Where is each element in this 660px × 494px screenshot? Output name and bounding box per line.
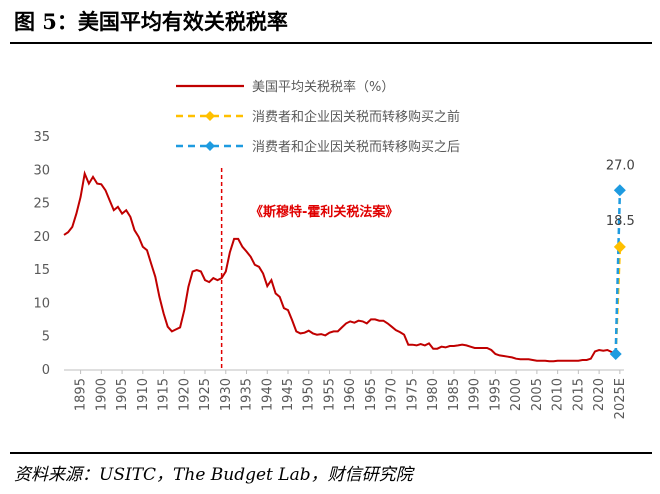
tariff-line-chart: 0 5 10 15 20 25 30 35 1895 1900 1905 1910 1915 1920 19… <box>33 79 635 419</box>
source-rule <box>10 452 652 454</box>
x-tick-label: 2025E <box>613 378 628 419</box>
value-label-before: 18.5 <box>606 214 635 229</box>
series-line-0 <box>63 170 617 363</box>
legend-label-1: 消费者和企业因关税而转移购买之前 <box>252 109 460 125</box>
x-tick-label: 1975 <box>405 378 420 411</box>
x-tick-label: 2010 <box>551 378 566 411</box>
x-tick-label: 1925 <box>198 378 213 411</box>
y-tick-label: 35 <box>33 130 50 145</box>
y-tick-label: 15 <box>33 263 50 278</box>
x-tick-label: 1950 <box>302 378 317 411</box>
x-tick-label: 1900 <box>94 378 109 411</box>
x-tick-label: 1920 <box>177 378 192 411</box>
x-tick-label: 1910 <box>136 378 151 411</box>
y-tick-label: 30 <box>33 163 50 178</box>
y-tick-label: 10 <box>33 296 50 311</box>
x-tick-label: 2005 <box>530 378 545 411</box>
x-tick-label: 1970 <box>385 378 400 411</box>
legend-marker-1 <box>205 111 215 121</box>
x-tick-label: 1955 <box>322 378 337 411</box>
x-tick-label: 1935 <box>240 378 255 411</box>
x-tick-label: 2000 <box>509 378 524 411</box>
y-tick-label: 0 <box>42 363 50 378</box>
title-rule <box>10 42 652 44</box>
x-tick-label: 1980 <box>426 378 441 411</box>
y-tick-label: 5 <box>42 330 50 345</box>
value-label-after: 27.0 <box>606 158 635 173</box>
series-marker-2 <box>613 184 626 197</box>
x-tick-label: 1960 <box>343 378 358 411</box>
x-tick-label: 1965 <box>364 378 379 411</box>
x-tick-label: 1915 <box>157 378 172 411</box>
x-tick-label: 1995 <box>488 378 503 411</box>
legend-label-2: 消费者和企业因关税而转移购买之后 <box>252 139 460 155</box>
series-line-2 <box>614 190 622 355</box>
x-tick-label: 2015 <box>571 378 586 411</box>
smoot-hawley-annotation: 《斯穆特-霍利关税法案》 <box>250 204 398 220</box>
y-tick-label: 25 <box>33 197 50 212</box>
source-note: 资料来源：USITC，The Budget Lab，财信研究院 <box>14 465 413 485</box>
x-tick-label: 1905 <box>115 378 130 411</box>
x-tick-label: 2020 <box>592 378 607 411</box>
series-marker-1 <box>613 240 626 253</box>
x-tick-label: 1930 <box>219 378 234 411</box>
x-tick-label: 1990 <box>468 378 483 411</box>
x-tick-label: 1940 <box>260 378 275 411</box>
legend-label-0: 美国平均关税税率（%） <box>252 79 394 95</box>
y-tick-label: 20 <box>33 230 50 245</box>
x-tick-label: 1945 <box>281 378 296 411</box>
legend-marker-2 <box>205 141 215 151</box>
series-start-marker <box>609 348 622 361</box>
x-tick-label: 1985 <box>447 378 462 411</box>
x-tick-label: 1895 <box>74 378 89 411</box>
figure-title: 图 5：美国平均有效关税税率 <box>14 9 288 34</box>
